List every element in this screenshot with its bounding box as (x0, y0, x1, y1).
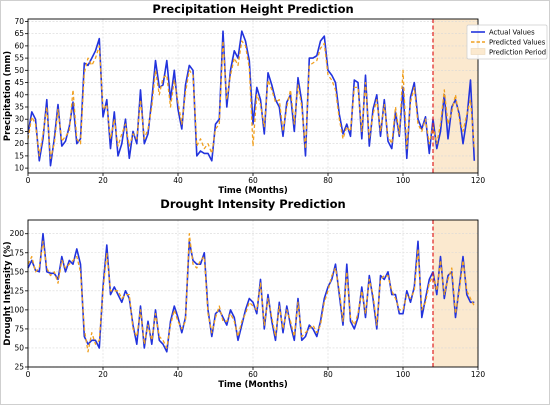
x-tick-label: 80 (323, 370, 333, 379)
legend-actual-label: Actual Values (489, 29, 535, 37)
legend-period-label: Prediction Period (489, 49, 546, 57)
y-tick-label: 60 (14, 41, 24, 50)
legend-predicted-label: Predicted Values (489, 39, 546, 47)
y-tick-label: 20 (14, 139, 24, 148)
x-tick-label: 0 (26, 370, 31, 379)
x-axis-label: Time (Months) (218, 380, 288, 390)
prediction-period-shade (433, 220, 478, 367)
y-tick-label: 15 (14, 151, 24, 160)
x-tick-label: 120 (471, 176, 486, 185)
y-tick-label: 10 (14, 164, 24, 173)
legend: Actual Values Predicted Values Prediction … (466, 24, 548, 60)
y-tick-label: 25 (14, 363, 24, 372)
x-tick-label: 60 (248, 176, 258, 185)
y-tick-label: 50 (14, 343, 24, 352)
y-tick-label: 30 (14, 115, 24, 124)
x-tick-label: 40 (173, 176, 183, 185)
y-tick-label: 150 (10, 267, 25, 276)
x-tick-label: 100 (396, 176, 411, 185)
chart-panel-1: Precipitation Height Prediction 0 20 40 60 80… (3, 2, 548, 196)
x-axis-label: Time (Months) (218, 186, 288, 196)
y-axis-label: Precipitation (mm) (3, 51, 13, 141)
y-tick-label: 45 (14, 78, 24, 87)
legend-box (466, 24, 548, 60)
y-tick-label: 70 (14, 17, 24, 26)
y-tick-label: 75 (14, 324, 24, 333)
y-tick-label: 25 (14, 127, 24, 136)
y-tick-label: 55 (14, 54, 24, 63)
y-tick-label: 175 (10, 248, 25, 257)
predicted-values-line (27, 40, 475, 159)
x-tick-label: 80 (323, 176, 333, 185)
y-tick-label: 35 (14, 103, 24, 112)
y-tick-label: 65 (14, 29, 24, 38)
actual-values-line (27, 232, 475, 353)
y-tick-label: 40 (14, 90, 24, 99)
y-tick-label: 200 (10, 229, 25, 238)
x-tick-label: 120 (471, 370, 486, 379)
x-tick-label: 0 (26, 176, 31, 185)
chart-title: Precipitation Height Prediction (152, 2, 353, 16)
predicted-values-line (27, 233, 475, 353)
x-tick-label: 40 (173, 370, 183, 379)
y-axis-label: Drought Intensity (%) (3, 241, 13, 345)
chart-panel-2: Drought Intensity Prediction 0 20 40 60 80 100… (3, 197, 485, 390)
y-tick-label: 50 (14, 66, 24, 75)
y-tick-label: 100 (10, 305, 25, 314)
legend-period-swatch (470, 48, 486, 55)
x-tick-label: 20 (98, 176, 108, 185)
x-tick-label: 100 (396, 370, 411, 379)
y-tick-label: 125 (10, 286, 25, 295)
x-tick-label: 20 (98, 370, 108, 379)
x-tick-label: 60 (248, 370, 258, 379)
chart-title: Drought Intensity Prediction (160, 197, 345, 211)
